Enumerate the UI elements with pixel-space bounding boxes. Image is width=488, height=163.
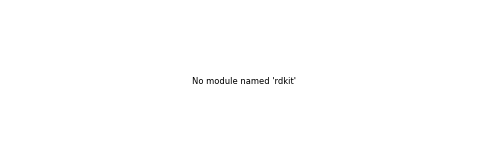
- Text: No module named 'rdkit': No module named 'rdkit': [192, 77, 296, 87]
